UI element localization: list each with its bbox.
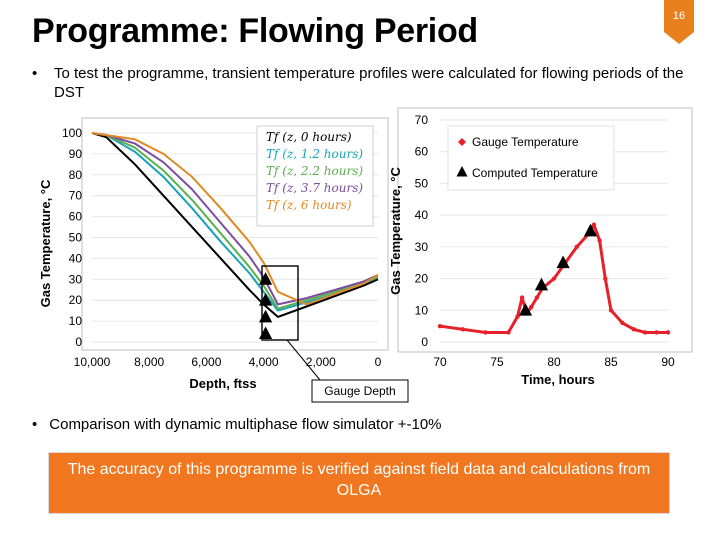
- chart-1-x-tick: 4,000: [249, 355, 279, 369]
- bullet-icon: •: [32, 416, 38, 433]
- chart-2-gauge-point: [529, 304, 534, 310]
- bullet-1-label: To test the programme, transient tempera…: [54, 65, 684, 101]
- gauge-depth-label: Gauge Depth: [324, 384, 395, 398]
- slide-title: Programme: Flowing Period: [32, 12, 478, 50]
- callout-leader-line: [286, 339, 321, 381]
- chart-2-gauge-point: [643, 330, 648, 335]
- chart-2-gauge-point: [437, 323, 443, 329]
- chart-1-series-line: [91, 132, 379, 318]
- bullet-2-label: Comparison with dynamic multiphase flow …: [49, 416, 442, 433]
- chart-2-gauge-point: [506, 330, 511, 335]
- chart-1-computed-marker: [259, 326, 273, 340]
- chart-1-y-tick: 20: [69, 293, 83, 307]
- chart-2-x-tick: 70: [433, 355, 447, 369]
- verdict-box: The accuracy of this programme is verifi…: [48, 452, 670, 514]
- chart-2-computed-marker: [534, 277, 549, 291]
- chart-1-legend-entry: Tf (z, 2.2 hours): [266, 164, 363, 178]
- chart-2-gauge-point: [665, 330, 671, 335]
- bullet-text-2: • Comparison with dynamic multiphase flow…: [32, 416, 442, 433]
- page-number: 16: [672, 10, 686, 22]
- chart-1-x-tick: 2,000: [306, 355, 336, 369]
- chart-2-gauge-point: [534, 295, 540, 300]
- bullet-text-1: • To test the programme, transient tempe…: [32, 64, 692, 102]
- chart-2-computed-marker: [556, 255, 570, 269]
- chart-1-y-tick: 40: [69, 251, 83, 265]
- page-number-badge: [664, 0, 694, 44]
- chart-2-gauge-point: [603, 276, 608, 281]
- chart-2-y-tick: 10: [415, 303, 429, 317]
- chart-2-gauge-point: [460, 327, 465, 332]
- chart-1-legend-entry: Tf (z, 3.7 hours): [266, 181, 363, 195]
- bullet-icon: •: [32, 65, 38, 82]
- chart-2-legend-gauge: Gauge Temperature: [472, 135, 579, 149]
- chart-2-gauge-point: [574, 244, 579, 250]
- chart-1-y-axis-title: Gas Temperature, °C: [38, 179, 53, 307]
- chart-2-gauge-point: [608, 308, 614, 313]
- chart-2-legend-computed-icon: [456, 166, 468, 177]
- chart-1-y-tick: 30: [69, 272, 83, 286]
- chart-1-x-tick: 8,000: [134, 355, 164, 369]
- chart-2-x-tick: 85: [604, 355, 618, 369]
- chart-1-legend-entry: Tf (z, 1.2 hours): [266, 147, 363, 161]
- chart-2-y-axis-title: Gas Temperature, °C: [388, 167, 403, 295]
- chart-2-x-axis-title: Time, hours: [521, 372, 594, 387]
- chart-2-legend-computed: Computed Temperature: [472, 166, 598, 180]
- chart-2-computed-marker: [583, 223, 598, 237]
- chart-2-y-tick: 30: [415, 240, 429, 254]
- chart-2-gauge-point: [519, 295, 525, 300]
- chart-2-y-tick: 0: [421, 335, 428, 349]
- badge-shape-icon: [664, 0, 694, 44]
- chart-1-y-tick: 60: [69, 210, 83, 224]
- chart-2-x-tick: 75: [490, 355, 504, 369]
- chart-1-y-tick: 50: [69, 231, 83, 245]
- chart-2-computed-marker: [518, 303, 533, 316]
- chart-1-legend-entry: Tf (z, 6 hours): [266, 198, 352, 212]
- chart-2-y-tick: 20: [415, 272, 429, 286]
- chart-2-y-tick: 70: [415, 113, 429, 127]
- chart-1-y-tick: 80: [69, 168, 83, 182]
- chart-1-computed-marker: [259, 309, 273, 323]
- chart-1-computed-marker: [259, 293, 273, 306]
- chart-1-series-line: [91, 132, 379, 306]
- chart-1-y-tick: 70: [69, 189, 83, 203]
- chart-2-gauge-point: [597, 238, 602, 243]
- chart-2-gauge-point: [591, 222, 597, 227]
- chart-1-legend-entry: Tf (z, 0 hours): [266, 130, 352, 144]
- chart-1-y-tick: 100: [62, 126, 82, 140]
- chart-2-gauge-point: [631, 327, 636, 332]
- chart-2-legend-gauge-icon: [458, 138, 466, 146]
- chart-1-y-tick: 0: [75, 335, 82, 349]
- chart-2-y-tick: 60: [415, 145, 429, 159]
- chart-1-x-tick: 0: [375, 355, 382, 369]
- callout-box: [311, 379, 409, 403]
- chart-2-y-tick: 40: [415, 208, 429, 222]
- chart-2-gauge-point: [654, 330, 659, 335]
- chart-2-y-tick: 50: [415, 176, 429, 190]
- chart-1-legend: Tf (z, 0 hours) Tf (z, 1.2 hours) Tf (z, 2…: [256, 125, 374, 227]
- gauge-time-chart: 70 60 50 40 30 20 10 0 70 75 80 85 90 Time, hours Gas …: [388, 107, 693, 387]
- chart-1-x-axis-title: Depth, ftss: [189, 376, 256, 391]
- chart-2-gauge-point: [551, 276, 557, 281]
- chart-2-gauge-point: [483, 330, 488, 335]
- chart-1-x-tick: 6,000: [191, 355, 221, 369]
- chart-1-series-line: [91, 132, 379, 306]
- chart-2-gauge-point: [620, 320, 625, 326]
- chart-1-x-tick: 10,000: [74, 355, 111, 369]
- chart-1-legend-box: [256, 125, 374, 227]
- chart-1-y-tick: 90: [69, 147, 83, 161]
- chart-2-gauge-point: [515, 314, 520, 319]
- chart-1-series-line: [91, 132, 379, 310]
- chart-2-legend: Gauge Temperature Computed Temperature: [447, 125, 615, 191]
- chart-2-x-tick: 80: [547, 355, 561, 369]
- chart-1-y-tick: 10: [69, 314, 83, 328]
- chart-2-legend-box: [447, 125, 615, 191]
- chart-2-x-tick: 90: [661, 355, 675, 369]
- chart-1-computed-marker: [259, 272, 273, 285]
